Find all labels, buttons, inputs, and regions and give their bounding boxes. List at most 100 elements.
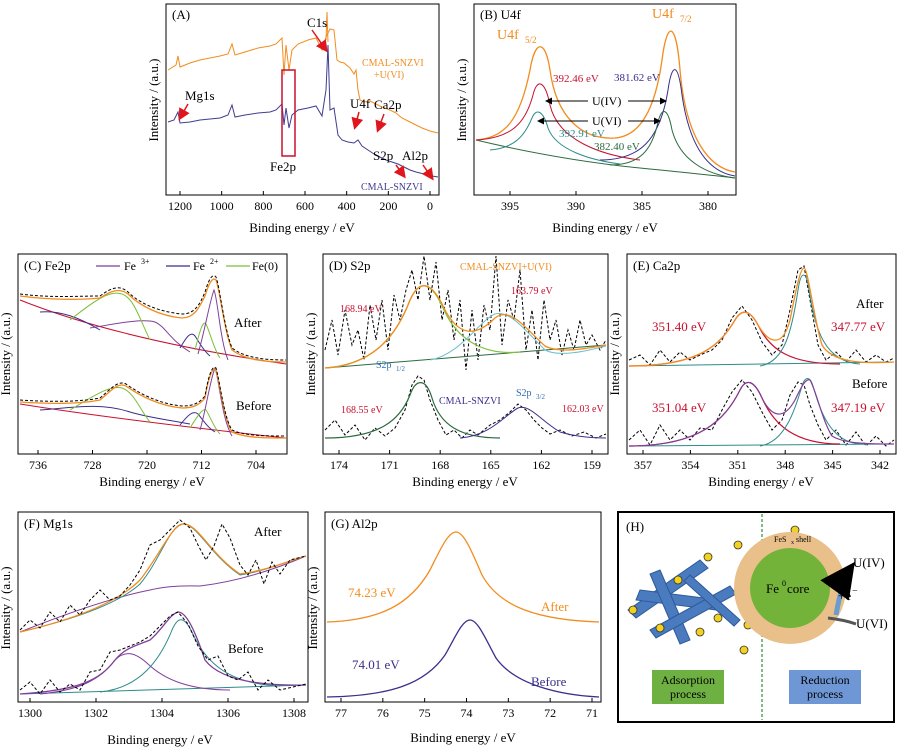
xtick-label: 345 <box>824 458 842 472</box>
panel-a-al2p-label: Al2p <box>402 148 428 163</box>
panel-a-fe2p-highlight <box>281 69 296 157</box>
panel-e-before-peak2 <box>759 378 861 447</box>
xtick-label: 0 <box>427 199 433 213</box>
panel-h-e-label: +e <box>838 588 851 603</box>
panel-g-after-line <box>326 531 600 623</box>
panel-a-c1s-spike <box>325 11 329 43</box>
panel-g-ann-74-01: 74.01 eV <box>352 657 400 672</box>
panel-h-reduction-label-1: Reduction <box>800 673 849 687</box>
xtick-label: 200 <box>379 199 397 213</box>
panel-c-after-envelope <box>19 278 287 363</box>
panel-e-ann-351-40: 351.40 eV <box>652 319 707 334</box>
panel-c-before-label: Before <box>236 398 272 413</box>
panel-f-xticks: 1300 1302 1304 1306 1308 <box>18 698 306 720</box>
panel-a-frame <box>165 3 440 196</box>
panel-h-u6-label: U(VI) <box>856 616 888 631</box>
xtick-label: 728 <box>84 458 102 472</box>
panel-c-legend-fe2: Fe <box>193 259 205 273</box>
panel-f-before-env <box>19 611 307 695</box>
panel-b-xlabel: Binding energy / eV <box>552 220 658 235</box>
panel-g-label: (G) Al2p <box>331 516 378 531</box>
panel-a-c1s-label: C1s <box>307 15 327 30</box>
xtick-label: 400 <box>338 199 356 213</box>
xtick-label: 390 <box>567 199 585 213</box>
panel-b-u4-label: U(IV) <box>592 94 621 108</box>
xtick-label: 354 <box>681 458 699 472</box>
panel-f-before-peak2 <box>99 619 281 693</box>
xtick-label: 1302 <box>84 706 108 720</box>
panel-c-after-raw <box>19 275 287 361</box>
panel-d-frame <box>322 253 609 455</box>
panel-b-u6-7-2 <box>609 111 736 179</box>
panel-h-shell-label: shell <box>796 535 812 544</box>
panel-a-s2p-arrow <box>393 164 406 179</box>
panel-c: (C) Fe2p Fe 3+ Fe 2+ Fe(0) After Before … <box>0 253 288 489</box>
panel-c-frame <box>17 253 288 455</box>
panel-a-u4f-label: U4f <box>350 96 371 111</box>
xtick-label: 357 <box>634 458 652 472</box>
panel-a-ca2p-label: Ca2p <box>374 97 401 112</box>
panel-b-frame <box>473 3 737 196</box>
panel-e-after-raw <box>628 265 895 366</box>
xtick-label: 74 <box>461 706 473 720</box>
panel-a-ylabel: Intensity / (a.u.) <box>146 58 161 141</box>
panel-a-series-before <box>167 44 439 178</box>
panel-g-after-label: After <box>541 599 569 614</box>
panel-e-ann-347-77: 347.77 eV <box>831 319 886 334</box>
panel-e-label: (E) Ca2p <box>633 258 680 273</box>
xtick-label: 1200 <box>168 199 192 213</box>
xtick-label: 171 <box>381 458 399 472</box>
panel-e-ann-347-19: 347.19 eV <box>831 400 886 415</box>
panel-c-legend-fe0: Fe(0) <box>252 259 278 273</box>
xtick-label: 73 <box>502 706 514 720</box>
panel-b-ann-392-91: 392.91 eV <box>559 128 605 140</box>
panel-b-label: (B) U4f <box>480 7 521 22</box>
xtick-label: 75 <box>419 706 431 720</box>
panel-a-al2p-arrow <box>421 164 434 181</box>
xtick-label: 168 <box>431 458 449 472</box>
panel-a-mg1s-arrow <box>178 103 190 121</box>
panel-f-ylabel: Intensity / (a.u.) <box>0 566 13 649</box>
panel-c-after-fe0a <box>69 292 151 341</box>
panel-c-ylabel: Intensity / (a.u.) <box>0 312 13 395</box>
xtick-label: 1304 <box>150 706 174 720</box>
xtick-label: 385 <box>633 199 651 213</box>
panel-b-ann-382-40: 382.40 eV <box>594 141 640 153</box>
panel-e-after-label: After <box>856 296 884 311</box>
panel-a: (A) C1s Mg1s U4f Ca2p Fe2p S2p Al2p CMAL… <box>146 3 440 235</box>
panel-h-frame <box>617 511 895 723</box>
panel-d-after-s12 <box>324 285 521 369</box>
panel-e-ylabel: Intensity / (a.u.) <box>607 312 622 395</box>
panel-c-before-fe2 <box>39 405 191 425</box>
panel-d-ylabel: Intensity / (a.u.) <box>303 312 318 395</box>
xtick-label: 159 <box>583 458 601 472</box>
panel-c-xlabel: Binding energy / eV <box>99 474 205 489</box>
xtick-label: 76 <box>377 706 389 720</box>
panel-c-legend-fe3-sup: 3+ <box>141 257 150 266</box>
panel-f-before-raw <box>19 611 307 695</box>
panel-c-label: (C) Fe2p <box>24 258 71 273</box>
panel-e-before-env <box>628 379 895 447</box>
panel-h-fe-label: Fe <box>766 581 779 596</box>
panel-g-ylabel: Intensity / (a.u.) <box>305 566 320 649</box>
panel-b-u6-5-2 <box>489 111 621 165</box>
panel-a-mg1s-label: Mg1s <box>185 88 215 103</box>
panel-h-reduction-label-2: process <box>807 687 843 701</box>
panel-g-before-label: Before <box>531 674 567 689</box>
panel-d-xlabel: Binding energy / eV <box>412 474 518 489</box>
panel-f-frame <box>17 511 309 703</box>
xtick-label: 600 <box>296 199 314 213</box>
panel-a-c1s-arrow <box>311 29 328 53</box>
panel-c-before-fe0b <box>189 409 221 435</box>
panel-a-series-after <box>167 28 439 134</box>
panel-c-before-raw <box>19 366 287 437</box>
panel-e: (E) Ca2p After 351.40 eV 347.77 eV Befor… <box>607 253 897 489</box>
xtick-label: 77 <box>335 706 347 720</box>
panel-d-after-envelope <box>324 285 607 369</box>
panel-b-envelope <box>475 30 736 173</box>
panel-g-xticks: 77 76 75 74 73 72 71 <box>335 698 598 720</box>
panel-f-xlabel: Binding energy / eV <box>107 732 213 747</box>
panel-d-ann-162-03: 162.03 eV <box>562 404 604 415</box>
panel-a-legend-after-2: +U(VI) <box>374 70 404 81</box>
panel-c-before-envelope <box>19 368 287 439</box>
